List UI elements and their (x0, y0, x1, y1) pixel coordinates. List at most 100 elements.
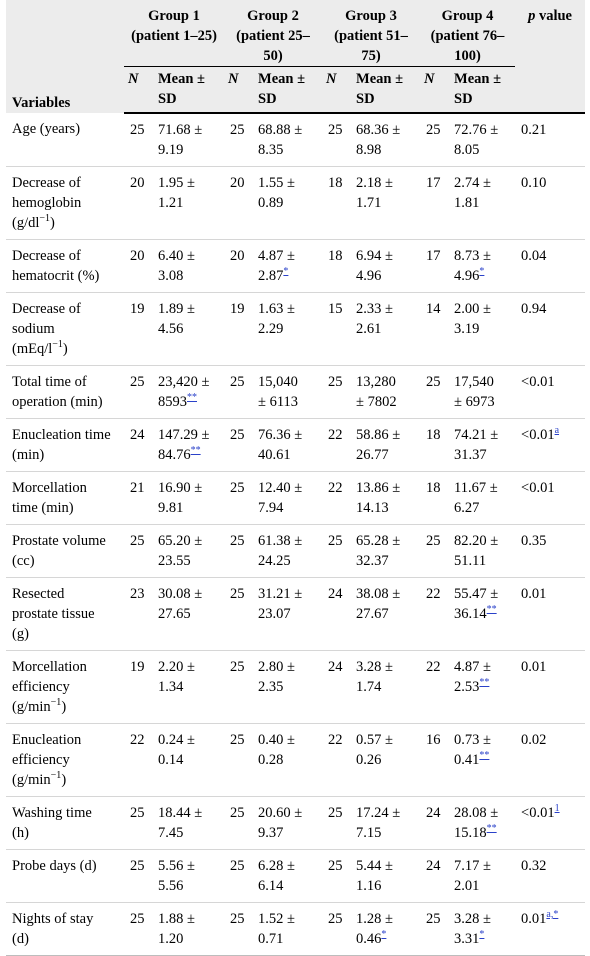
mean-sd-cell: 61.38 ± 24.25 (252, 524, 323, 578)
sd-value: 1.34 (158, 679, 184, 695)
n-header: N (420, 66, 449, 114)
mean-sd-cell: 147.29 ± 84.76** (152, 418, 225, 472)
variables-header: Variables (6, 0, 124, 113)
variable-label: time (min) (12, 500, 74, 516)
table-row: Total time of operation (min) 25 23,420 ± 85… (6, 365, 586, 419)
table-row: Prostate volume (cc) 25 65.20 ±23.55 25 61.38… (6, 524, 586, 578)
footnote-link[interactable]: ** (479, 677, 490, 689)
p-value: 0.01 (521, 586, 547, 602)
mean-sd-cell: 2.18 ± 1.71 (350, 166, 421, 240)
p-value-cell: <0.01 (515, 471, 586, 525)
n-cell: 23 (124, 577, 152, 651)
sd-value: 1.81 (454, 195, 480, 211)
unit-exponent: −1 (50, 697, 62, 709)
mean-sd-cell: 2.74 ± 1.81 (448, 166, 516, 240)
mean-sd-cell: 30.08 ± 27.65 (152, 577, 225, 651)
variable-label: Decrease of (12, 248, 81, 264)
variable-label: Washing time (12, 805, 92, 821)
variable-label: sodium (12, 321, 55, 337)
n-cell: 25 (224, 723, 253, 797)
mean-sd-cell: 55.47 ± 36.14** (448, 577, 516, 651)
unit-close: ) (61, 699, 67, 715)
variable-cell: Enucleation efficiency (g/min−1) (6, 723, 124, 797)
mean-sd-cell: 1.63 ± 2.29 (252, 292, 323, 366)
mean-value: 76.36 ± (258, 427, 303, 443)
n-cell: 25 (322, 796, 351, 850)
n-cell: 22 (322, 418, 351, 472)
n-cell: 25 (420, 113, 449, 167)
n-cell: 22 (420, 650, 449, 724)
variable-cell: Enucleation time (min) (6, 418, 124, 472)
mean-value: 28.08 ± (454, 805, 499, 821)
mean-value: 55.47 ± (454, 586, 499, 602)
sd-value: 7.45 (158, 825, 184, 841)
n-cell: 25 (224, 650, 253, 724)
footnote-link[interactable]: ** (187, 392, 197, 404)
table-row: Age (years) 25 71.68 ±9.19 25 68.88 ±8.35 25 6… (6, 113, 586, 167)
n-cell: 25 (224, 849, 253, 903)
sd-value: 31.37 (454, 447, 487, 463)
mean-sd-cell: 0.73 ± 0.41** (448, 723, 516, 797)
footnote-link[interactable]: a (554, 425, 560, 437)
footnote-link[interactable]: ** (486, 604, 497, 616)
variable-label: hematocrit (%) (12, 268, 100, 284)
n-cell: 20 (224, 166, 253, 240)
p-value-cell: 0.35 (515, 524, 586, 578)
table-row: Morcellation efficiency (g/min−1) 19 2.20 ± 1… (6, 650, 586, 724)
group-4-line2: (patient 76– (430, 28, 505, 44)
mean-sd-cell: 31.21 ± 23.07 (252, 577, 323, 651)
mean-sd-cell: 5.56 ± 5.56 (152, 849, 225, 903)
variable-cell: Morcellation time (min) (6, 471, 124, 525)
n-cell: 25 (420, 524, 449, 578)
mean-value: 13,280 (356, 374, 396, 390)
mean-value: 20.60 ± (258, 805, 303, 821)
footnote-link[interactable]: ** (190, 445, 201, 457)
mean-sd-cell: 17,540 ± 6973 (448, 365, 516, 419)
n-cell: 25 (224, 113, 253, 167)
n-cell: 17 (420, 239, 449, 293)
variable-label: (h) (12, 825, 29, 841)
mean-value: 38.08 ± (356, 586, 401, 602)
mean-sd-cell: 58.86 ± 26.77 (350, 418, 421, 472)
n-cell: 25 (124, 365, 152, 419)
sd-value: 1.20 (158, 931, 184, 947)
group-2-header: Group 2 (patient 25– 50) (224, 0, 323, 67)
n-cell: 25 (224, 796, 253, 850)
n-cell: 24 (420, 796, 449, 850)
variable-label: operation (min) (12, 394, 103, 410)
sd-value: 5.56 (158, 878, 184, 894)
n-cell: 25 (322, 902, 351, 956)
sd-value: 3.31 (454, 931, 480, 947)
mean-value: 3.28 ± (454, 911, 491, 927)
footnote-link[interactable]: 1 (554, 803, 560, 815)
footnote-link[interactable]: ** (479, 750, 490, 762)
table-row: Decrease of hemoglobin (g/dl−1) 20 1.95 ± 1.2… (6, 166, 586, 240)
n-cell: 25 (124, 849, 152, 903)
footnote-link[interactable]: * (381, 929, 387, 941)
footnote-link[interactable]: * (479, 929, 485, 941)
footnote-link[interactable]: * (479, 266, 485, 278)
results-table: Variables Group 1 (patient 1–25) Group 2… (6, 0, 586, 956)
variable-label: prostate tissue (12, 606, 95, 622)
mean-sd-cell: 1.88 ± 1.20 (152, 902, 225, 956)
table-row: Decrease of sodium (mEq/l−1) 19 1.89 ± 4.56 19… (6, 292, 586, 366)
variable-label: Nights of stay (12, 911, 94, 927)
n-cell: 20 (224, 239, 253, 293)
sd-value: 1.74 (356, 679, 382, 695)
sd-value: 7.15 (356, 825, 382, 841)
mean-sd-cell: 8.73 ± 4.96* (448, 239, 516, 293)
variable-label: (g) (12, 626, 29, 642)
n-cell: 18 (322, 166, 351, 240)
mean-sd-header: Mean ± SD (252, 66, 323, 114)
table-body: Age (years) 25 71.68 ±9.19 25 68.88 ±8.35 25 6… (6, 113, 586, 956)
footnote-link[interactable]: ** (486, 823, 497, 835)
sd-value: 27.67 (356, 606, 389, 622)
footnote-link[interactable]: * (283, 266, 289, 278)
mean-value: 58.86 ± (356, 427, 401, 443)
variable-label: (min) (12, 447, 45, 463)
mean-value: 0.40 ± (258, 732, 295, 748)
sd-value: 8.35 (258, 142, 284, 158)
p-value: <0.01 (521, 374, 555, 390)
mean-sd-cell: 7.17 ± 2.01 (448, 849, 516, 903)
footnote-link[interactable]: a,* (546, 909, 559, 921)
